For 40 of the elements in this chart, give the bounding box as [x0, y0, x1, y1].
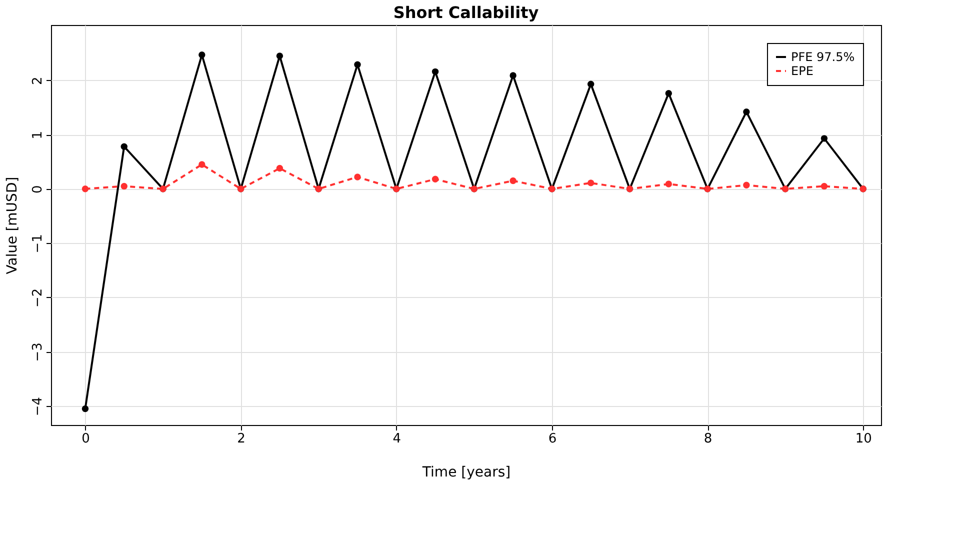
x-tick-label: 6: [548, 432, 557, 446]
point: [820, 135, 828, 142]
point: [743, 182, 750, 188]
x-tick-label: 0: [82, 432, 90, 446]
point: [665, 180, 672, 188]
legend-label: EPE: [791, 64, 814, 78]
x-tick-label: 4: [392, 432, 402, 446]
x-tick-label: 8: [704, 432, 712, 446]
point: [510, 177, 516, 184]
y-tick-label: −4: [30, 396, 46, 416]
chart-title: Short Callability: [393, 3, 540, 22]
point: [120, 182, 128, 190]
x-tick-label: 2: [237, 432, 246, 446]
point: [587, 80, 594, 88]
x-tick-label: 10: [855, 432, 872, 446]
y-axis-title: Value [mUSD]: [4, 176, 20, 274]
point: [587, 180, 594, 186]
point: [82, 405, 89, 412]
y-tick-label: −3: [30, 342, 46, 362]
point: [665, 90, 672, 97]
point: [276, 164, 284, 172]
point: [432, 176, 439, 182]
point: [198, 161, 206, 168]
point: [198, 52, 206, 58]
x-axis-title: Time [years]: [421, 464, 511, 480]
y-tick-label: −1: [30, 234, 46, 254]
point: [743, 108, 750, 116]
y-tick-label: 1: [30, 130, 46, 140]
y-tick-label: 2: [30, 76, 46, 85]
point: [276, 52, 284, 60]
point: [510, 72, 516, 79]
point: [432, 68, 439, 76]
point: [820, 182, 828, 190]
point: [354, 61, 361, 68]
y-tick-label: 0: [30, 185, 46, 194]
point: [354, 174, 361, 180]
point: [82, 186, 89, 192]
y-tick-label: −2: [30, 288, 46, 308]
point: [120, 143, 128, 150]
legend-label: PFE 97.5%: [791, 50, 855, 64]
